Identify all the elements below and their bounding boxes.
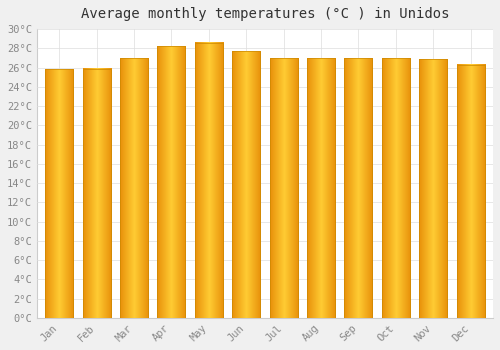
Bar [382,58,410,318]
Bar [82,69,110,318]
Bar [232,51,260,318]
Title: Average monthly temperatures (°C ) in Unidos: Average monthly temperatures (°C ) in Un… [80,7,449,21]
Bar [45,70,74,318]
Bar [270,58,297,318]
Bar [158,47,186,318]
Bar [456,65,484,318]
Bar [120,58,148,318]
Bar [307,58,335,318]
Bar [419,59,447,318]
Bar [344,58,372,318]
Bar [195,43,223,318]
